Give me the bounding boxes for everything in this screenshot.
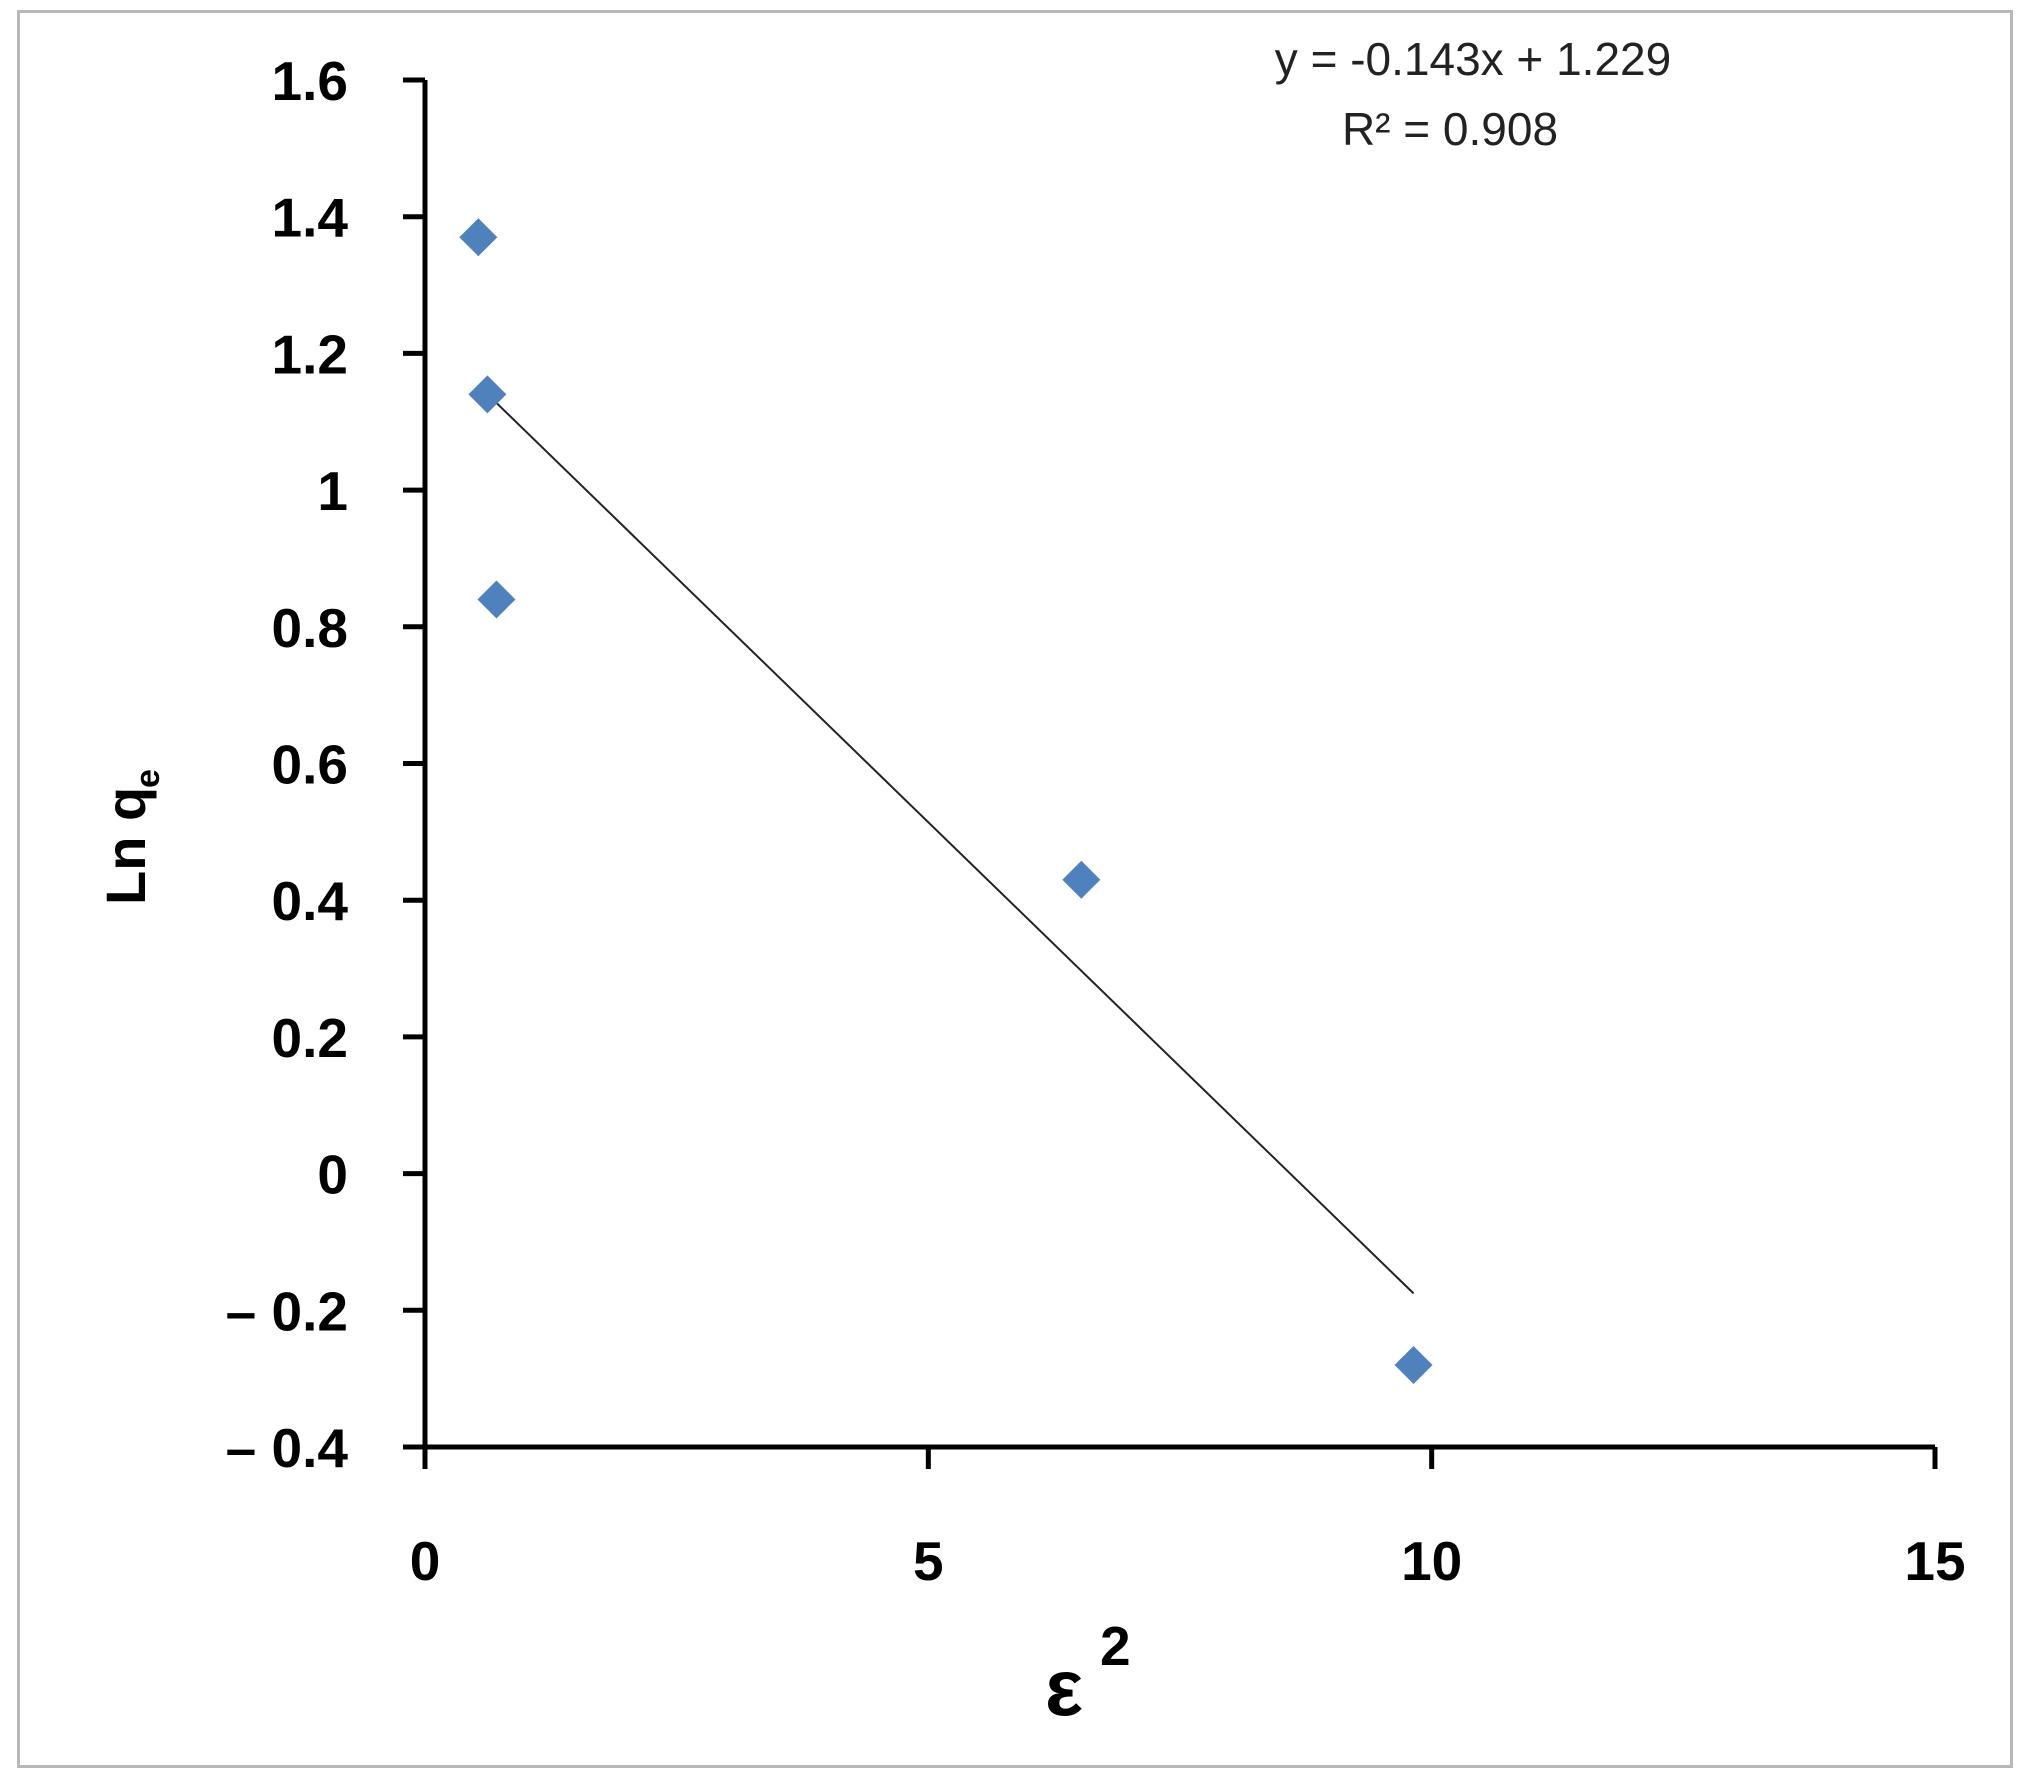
data-point bbox=[459, 218, 498, 257]
axes bbox=[403, 77, 1938, 1469]
tick-labels: 1.6 1.4 1.2 1 0.8 0.6 0.4 0.2 0 – 0.2 – 0.4 0 5 10 15 bbox=[226, 50, 1966, 1592]
y-tick-label: 1.6 bbox=[272, 50, 348, 112]
y-tick-label: 0.6 bbox=[272, 734, 348, 796]
x-tick-label: 10 bbox=[1401, 1530, 1462, 1592]
regression-equation: y = -0.143x + 1.229 bbox=[1275, 33, 1671, 85]
y-tick-label: – 0.4 bbox=[226, 1417, 349, 1479]
data-point bbox=[1394, 1345, 1433, 1384]
y-tick-label: – 0.2 bbox=[226, 1280, 348, 1342]
x-tick-label: 15 bbox=[1904, 1530, 1965, 1592]
data-point bbox=[477, 580, 516, 619]
data-point bbox=[468, 375, 507, 414]
y-axis-title-main: Ln q bbox=[94, 787, 157, 905]
trendline-layer bbox=[477, 384, 1415, 1295]
x-axis-title-superscript: 2 bbox=[1100, 1615, 1131, 1677]
r-squared-label: R² = 0.908 bbox=[1342, 103, 1558, 155]
y-tick-label: 0 bbox=[317, 1144, 348, 1206]
x-axis-title-main: ε bbox=[1045, 1643, 1083, 1732]
y-axis-title: Ln q e bbox=[94, 769, 167, 905]
data-points bbox=[459, 218, 1433, 1384]
y-tick-label: 0.2 bbox=[272, 1007, 348, 1069]
y-tick-label: 1.2 bbox=[272, 323, 348, 385]
data-point bbox=[1062, 860, 1101, 899]
x-tick-label: 0 bbox=[410, 1530, 441, 1592]
x-axis-title: ε 2 bbox=[1045, 1615, 1131, 1732]
chart-frame bbox=[17, 10, 2013, 1768]
y-tick-label: 1.4 bbox=[272, 187, 349, 249]
y-tick-label: 0.4 bbox=[272, 870, 349, 932]
trendline bbox=[477, 384, 1415, 1295]
x-tick-label: 5 bbox=[913, 1530, 944, 1592]
y-tick-label: 0.8 bbox=[272, 597, 348, 659]
y-axis-title-subscript: e bbox=[129, 769, 167, 788]
y-tick-label: 1 bbox=[317, 460, 348, 522]
